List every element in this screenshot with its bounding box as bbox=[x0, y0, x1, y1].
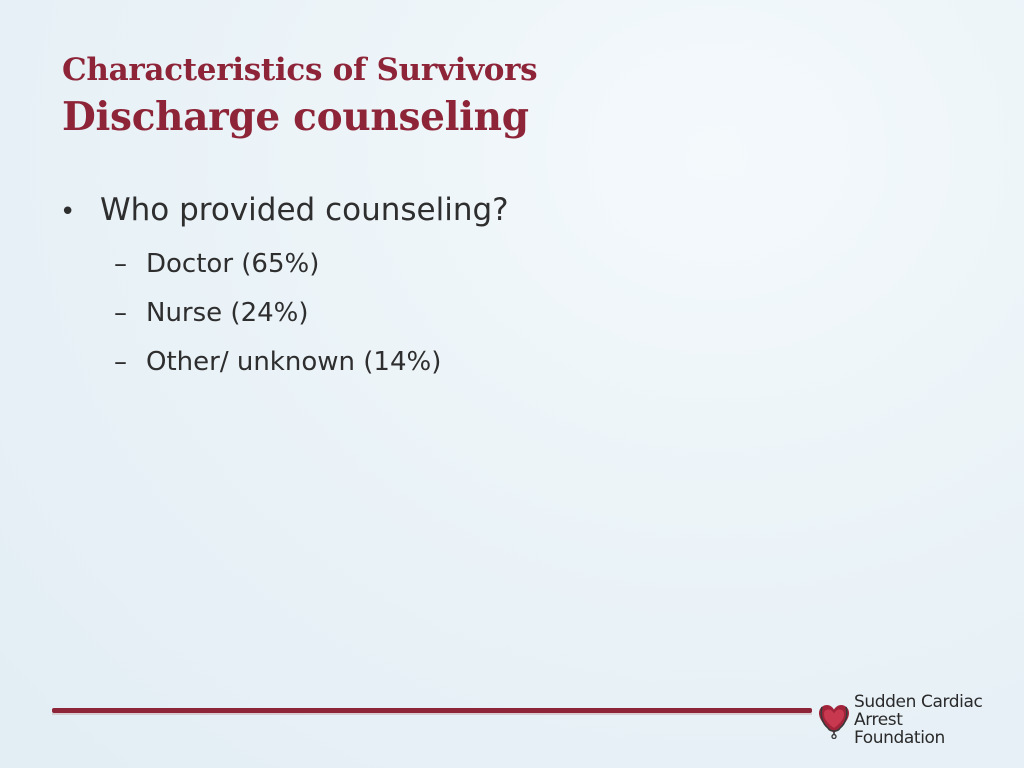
dash-icon: – bbox=[114, 249, 127, 279]
bullet-icon: • bbox=[60, 197, 76, 227]
slide-content: • Who provided counseling? – Doctor (65%… bbox=[60, 186, 509, 387]
sub-bullet-text: Doctor (65%) bbox=[146, 249, 320, 279]
foundation-logo: Sudden Cardiac Arrest Foundation bbox=[816, 693, 986, 747]
sub-bullet-text: Nurse (24%) bbox=[146, 298, 309, 328]
sub-bullet-list: – Doctor (65%) – Nurse (24%) – Other/ un… bbox=[60, 240, 509, 387]
sub-bullet-text: Other/ unknown (14%) bbox=[146, 347, 442, 377]
dash-icon: – bbox=[114, 298, 127, 328]
sub-bullet-item: – Other/ unknown (14%) bbox=[114, 338, 509, 387]
bullet-question-text: Who provided counseling? bbox=[100, 192, 509, 228]
logo-text-line-1: Sudden Cardiac bbox=[854, 692, 983, 712]
dash-icon: – bbox=[114, 347, 127, 377]
slide-title-line-2: Discharge counseling bbox=[62, 94, 529, 140]
sub-bullet-item: – Nurse (24%) bbox=[114, 289, 509, 338]
logo-text: Sudden Cardiac Arrest Foundation bbox=[854, 693, 986, 747]
logo-text-line-2: Arrest Foundation bbox=[854, 710, 945, 748]
slide-title-line-1: Characteristics of Survivors bbox=[62, 52, 538, 88]
bullet-question: • Who provided counseling? bbox=[60, 186, 509, 236]
footer-divider bbox=[52, 708, 812, 715]
heart-stethoscope-icon bbox=[819, 705, 849, 739]
sub-bullet-item: – Doctor (65%) bbox=[114, 240, 509, 289]
slide-title: Characteristics of Survivors Discharge c… bbox=[62, 48, 538, 142]
